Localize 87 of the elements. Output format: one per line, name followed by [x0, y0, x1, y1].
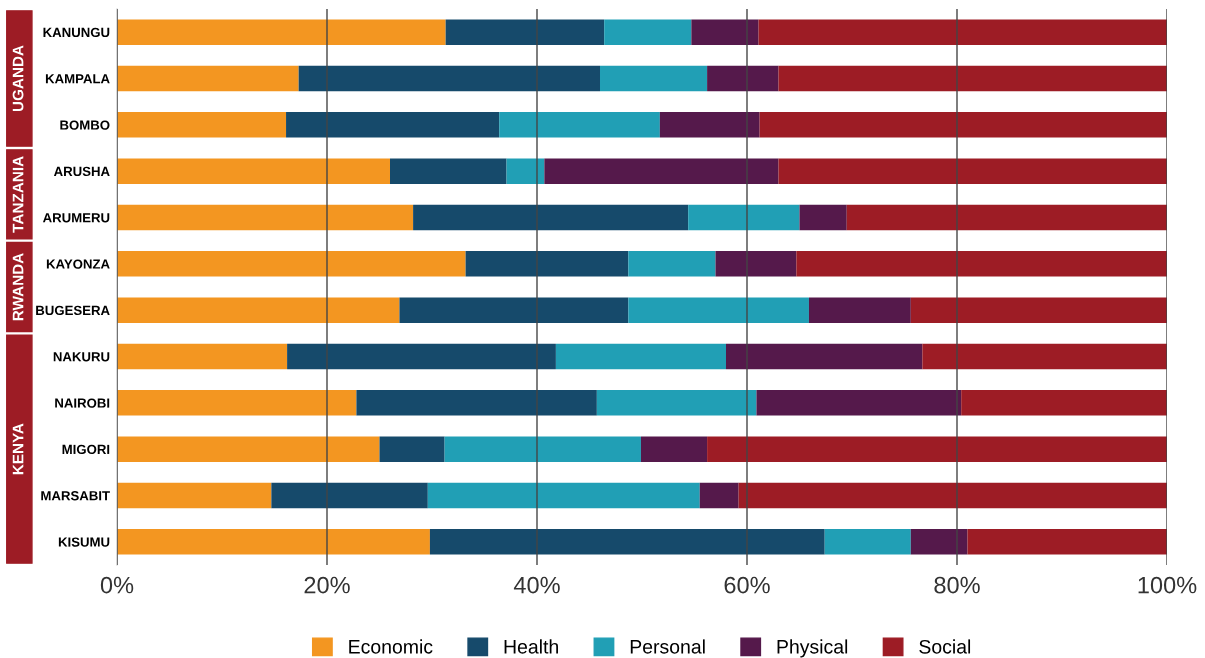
bar	[726, 343, 923, 370]
bar	[117, 158, 390, 184]
bar	[117, 529, 430, 555]
bar	[286, 112, 500, 138]
text: KENYA	[12, 423, 24, 475]
bar	[117, 482, 272, 509]
bar	[707, 436, 1167, 462]
x-tick-label: 100%	[1138, 576, 1197, 594]
x-tick-label: 0%	[100, 576, 134, 594]
bar	[759, 112, 1167, 138]
x-tick-label: 20%	[304, 576, 350, 594]
bar	[271, 482, 428, 509]
bar	[961, 390, 1167, 416]
text: TANZANIA	[12, 156, 24, 233]
bar	[691, 19, 759, 45]
bar	[287, 343, 556, 370]
y-tick-label: MARSABIT	[41, 491, 110, 501]
bar	[910, 297, 1167, 323]
bar	[756, 390, 962, 416]
bar	[506, 158, 545, 184]
legend-label: Economic	[349, 639, 433, 654]
y-tick-label: KANUNGU	[43, 27, 110, 38]
bar	[596, 390, 757, 416]
bar	[604, 19, 692, 45]
bar	[544, 158, 779, 184]
bar	[399, 297, 629, 323]
bar	[117, 436, 380, 462]
legend-label: Social	[919, 639, 971, 654]
bar	[117, 19, 446, 45]
bar	[688, 204, 800, 231]
bar	[799, 204, 847, 231]
bar	[444, 436, 641, 462]
bar	[445, 19, 605, 45]
legend-label: Personal	[630, 639, 705, 654]
x-tick-label: 80%	[934, 576, 980, 594]
bar	[413, 204, 689, 231]
bar	[499, 112, 660, 138]
bar	[659, 112, 760, 138]
bar	[640, 436, 708, 462]
bar	[846, 204, 1167, 231]
bar	[117, 390, 357, 416]
bar	[117, 204, 414, 231]
bar	[117, 112, 287, 138]
bar	[555, 343, 726, 370]
text: UGANDA	[12, 45, 24, 112]
bar	[715, 251, 797, 277]
bar	[824, 529, 911, 555]
y-tick-label: ARUMERU	[42, 213, 110, 223]
bar	[600, 65, 708, 92]
y-tick-label: BOMBO	[60, 120, 110, 130]
legend-label: Physical	[777, 639, 848, 658]
bar	[778, 65, 1167, 92]
bar	[796, 251, 1167, 277]
bar	[429, 529, 825, 555]
bar	[390, 158, 507, 184]
bar	[778, 158, 1167, 184]
bar	[628, 251, 716, 277]
y-tick-label: NAKURU	[53, 352, 110, 362]
bar	[707, 65, 779, 92]
bar	[356, 390, 597, 416]
x-tick-label: 40%	[513, 576, 560, 594]
bar	[699, 482, 739, 509]
bar	[427, 482, 700, 509]
bar	[379, 436, 445, 462]
bar	[117, 297, 400, 323]
bar	[758, 19, 1167, 45]
y-tick-label: KISUMU	[58, 537, 110, 547]
y-tick-label: BUGESERA	[36, 305, 110, 316]
bar	[738, 482, 1167, 509]
y-tick-label: KAYONZA	[46, 259, 110, 269]
x-tick-label: 60%	[724, 576, 770, 594]
y-tick-label: ARUSHA	[53, 166, 110, 177]
bar	[117, 343, 288, 370]
y-tick-label: NAIROBI	[55, 398, 110, 408]
y-tick-label: MIGORI	[62, 444, 110, 455]
bar	[628, 297, 809, 323]
bar	[117, 65, 299, 92]
legend-label: Health	[504, 639, 558, 654]
bar	[465, 251, 629, 277]
bar	[117, 251, 466, 277]
bar	[910, 529, 968, 555]
y-tick-label: KAMPALA	[45, 74, 110, 84]
bar	[967, 529, 1167, 555]
bar	[922, 343, 1167, 370]
bar	[808, 297, 911, 323]
text: RWANDA	[12, 253, 24, 321]
bar	[298, 65, 600, 92]
